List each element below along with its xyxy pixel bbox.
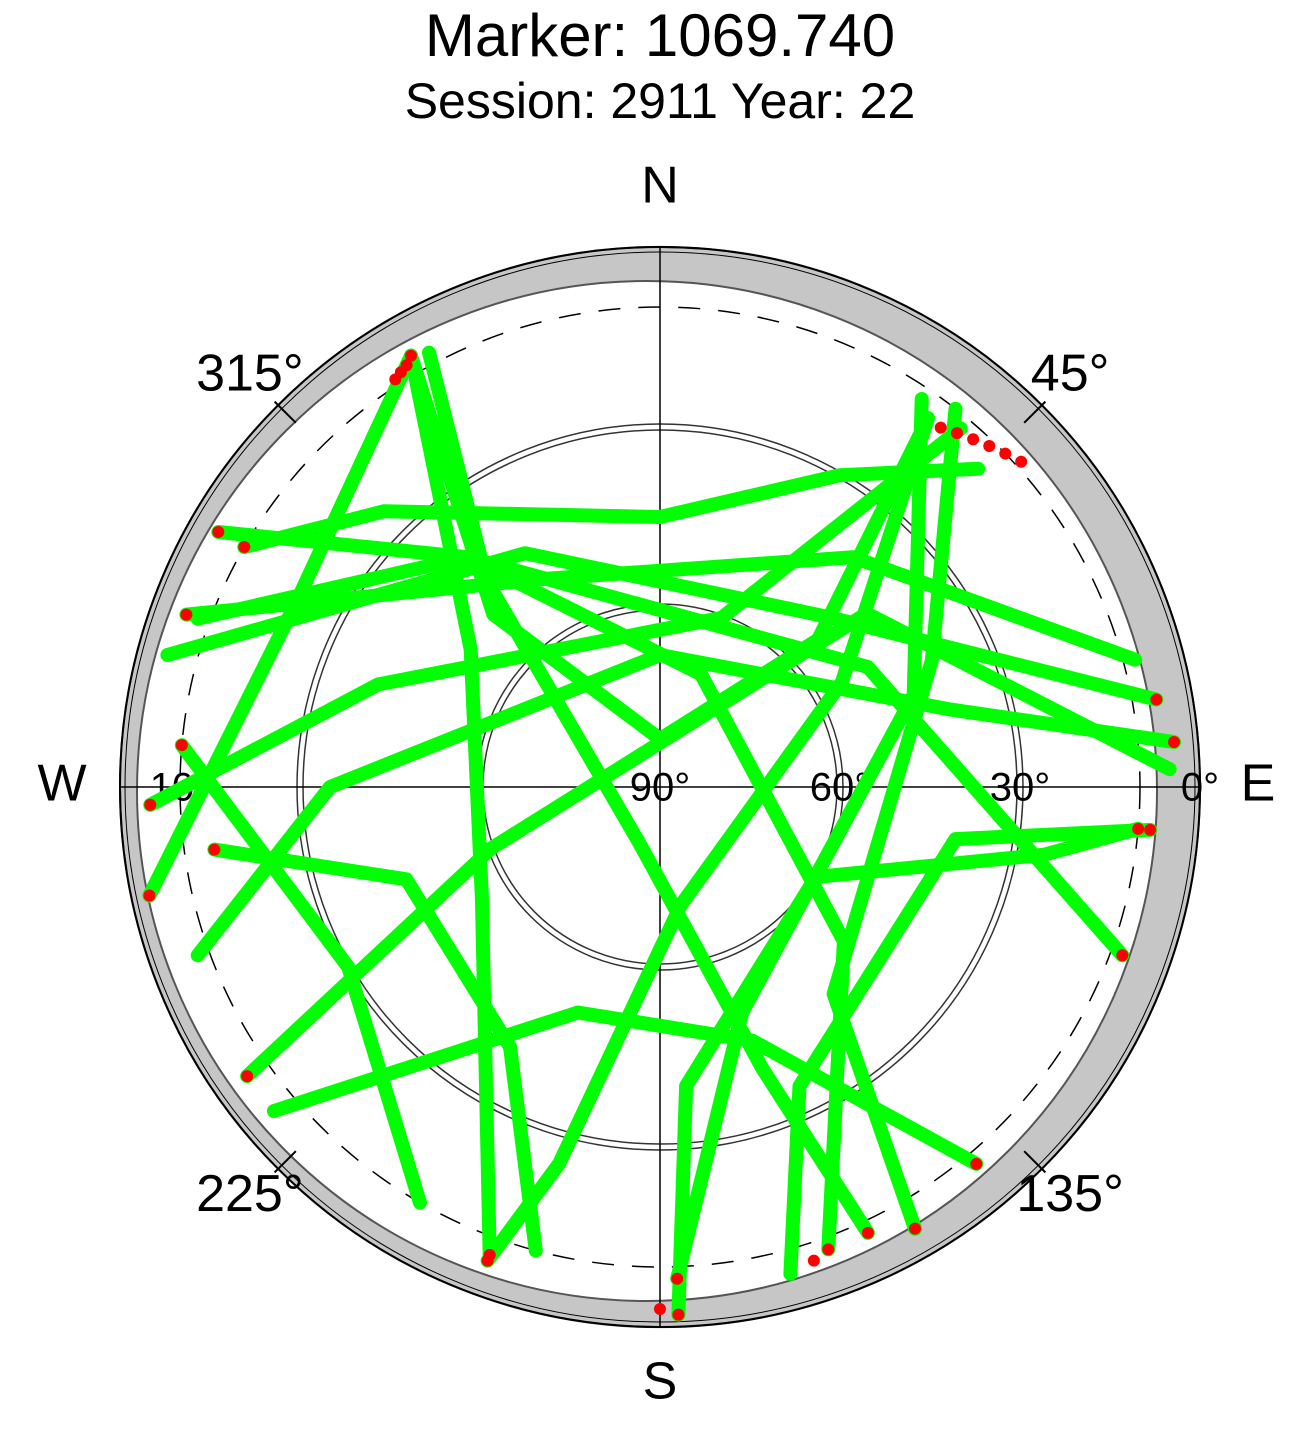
flagged-point — [180, 608, 193, 621]
flagged-point — [967, 433, 980, 446]
direction-label: W — [37, 755, 86, 813]
satellite-track — [211, 525, 851, 1257]
flagged-point — [861, 1226, 874, 1239]
flagged-point — [1150, 693, 1163, 706]
az-tick-label: 315° — [196, 345, 304, 403]
flagged-point — [238, 541, 251, 553]
direction-label: N — [641, 157, 679, 215]
az-tick — [1023, 1150, 1047, 1174]
satellite-track — [670, 392, 929, 1286]
flagged-point — [143, 889, 156, 902]
az-tick-label: 45° — [1031, 345, 1110, 403]
az-tick-label: 225° — [196, 1165, 304, 1223]
flagged-point — [950, 427, 963, 440]
chart-subtitle: Session: 2911 Year: 22 — [405, 73, 916, 129]
satellite-track — [783, 822, 1158, 1281]
flagged-point — [175, 739, 188, 752]
satellite-track — [404, 348, 497, 1262]
satellite-track — [174, 738, 427, 1210]
satellite-track — [266, 1005, 984, 1171]
flagged-point — [144, 798, 157, 811]
flagged-point — [208, 843, 221, 856]
flagged-point — [212, 526, 225, 538]
az-tick-label: 135° — [1016, 1165, 1124, 1223]
flagged-point — [241, 1070, 254, 1083]
satellite-track — [143, 421, 968, 812]
satellite-track — [190, 550, 1130, 963]
satellite-track — [160, 546, 1164, 707]
satellite-track — [237, 461, 986, 554]
satellite-track — [207, 842, 543, 1258]
flagged-point — [671, 1272, 684, 1285]
flagged-point — [389, 373, 402, 386]
flagged-point — [909, 1222, 921, 1235]
az-tick — [273, 400, 297, 424]
flagged-point — [1132, 822, 1145, 835]
flagged-point — [483, 1248, 496, 1261]
flagged-point — [1116, 949, 1129, 962]
satellite-track — [404, 348, 935, 746]
flagged-point — [405, 349, 417, 362]
flagged-point — [822, 1243, 835, 1256]
direction-label: E — [1241, 755, 1276, 813]
flagged-point — [1015, 455, 1028, 468]
flagged-point — [934, 421, 947, 434]
flagged-point — [1168, 736, 1181, 749]
chart-title: Marker: 1069.740 — [425, 2, 895, 69]
flagged-point — [970, 1157, 983, 1170]
az-tick — [273, 1150, 297, 1174]
flagged-point — [807, 1254, 820, 1267]
flagged-point — [999, 447, 1012, 460]
satellite-track — [240, 606, 1177, 1084]
flagged-point — [1144, 823, 1157, 836]
az-tick — [1023, 400, 1047, 424]
direction-label: S — [643, 1353, 678, 1411]
flagged-point — [672, 1308, 685, 1321]
flagged-point — [983, 440, 996, 453]
flagged-point — [654, 1303, 666, 1315]
